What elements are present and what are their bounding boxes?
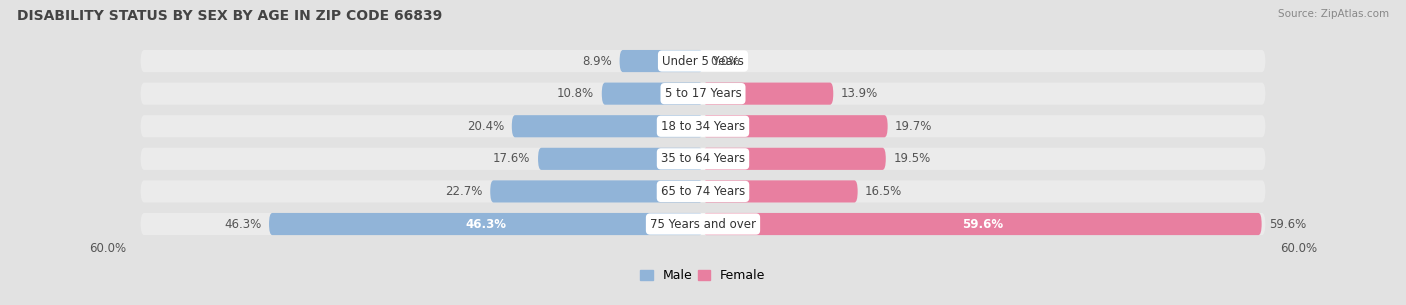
FancyBboxPatch shape <box>538 148 703 170</box>
Text: 16.5%: 16.5% <box>865 185 903 198</box>
FancyBboxPatch shape <box>703 115 887 137</box>
Text: 46.3%: 46.3% <box>225 217 262 231</box>
Text: 5 to 17 Years: 5 to 17 Years <box>665 87 741 100</box>
Text: 19.5%: 19.5% <box>893 152 931 165</box>
FancyBboxPatch shape <box>141 148 1265 170</box>
Text: DISABILITY STATUS BY SEX BY AGE IN ZIP CODE 66839: DISABILITY STATUS BY SEX BY AGE IN ZIP C… <box>17 9 441 23</box>
Text: Under 5 Years: Under 5 Years <box>662 55 744 67</box>
Text: 46.3%: 46.3% <box>465 217 506 231</box>
FancyBboxPatch shape <box>141 50 1265 72</box>
Text: 60.0%: 60.0% <box>1279 242 1317 255</box>
FancyBboxPatch shape <box>141 115 1265 137</box>
Text: 60.0%: 60.0% <box>89 242 127 255</box>
Text: 59.6%: 59.6% <box>962 217 1002 231</box>
Text: 18 to 34 Years: 18 to 34 Years <box>661 120 745 133</box>
FancyBboxPatch shape <box>602 83 703 105</box>
Legend: Male, Female: Male, Female <box>641 269 765 282</box>
FancyBboxPatch shape <box>141 213 1265 235</box>
Text: 17.6%: 17.6% <box>494 152 530 165</box>
FancyBboxPatch shape <box>491 180 703 203</box>
Text: 8.9%: 8.9% <box>582 55 612 67</box>
Text: 10.8%: 10.8% <box>557 87 595 100</box>
FancyBboxPatch shape <box>703 148 886 170</box>
Text: 59.6%: 59.6% <box>1270 217 1306 231</box>
Text: 35 to 64 Years: 35 to 64 Years <box>661 152 745 165</box>
Text: 22.7%: 22.7% <box>446 185 482 198</box>
FancyBboxPatch shape <box>703 180 858 203</box>
Text: 20.4%: 20.4% <box>467 120 505 133</box>
Text: 75 Years and over: 75 Years and over <box>650 217 756 231</box>
Text: Source: ZipAtlas.com: Source: ZipAtlas.com <box>1278 9 1389 19</box>
FancyBboxPatch shape <box>141 83 1265 105</box>
Text: 19.7%: 19.7% <box>896 120 932 133</box>
FancyBboxPatch shape <box>269 213 703 235</box>
FancyBboxPatch shape <box>512 115 703 137</box>
Text: 65 to 74 Years: 65 to 74 Years <box>661 185 745 198</box>
FancyBboxPatch shape <box>703 83 834 105</box>
Text: 0.0%: 0.0% <box>710 55 740 67</box>
Text: 13.9%: 13.9% <box>841 87 877 100</box>
FancyBboxPatch shape <box>620 50 703 72</box>
FancyBboxPatch shape <box>703 213 1261 235</box>
FancyBboxPatch shape <box>141 180 1265 203</box>
